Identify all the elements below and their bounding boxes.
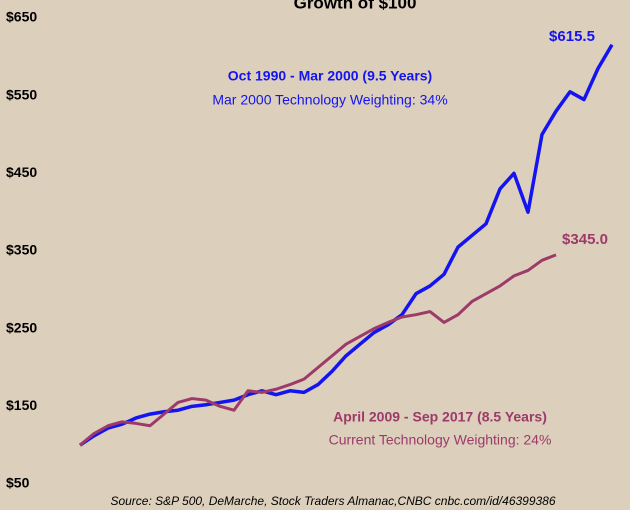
source-note: Source: S&P 500, DeMarche, Stock Traders…: [110, 494, 555, 508]
end-label: $345.0: [562, 231, 608, 248]
annotation: Mar 2000 Technology Weighting: 34%: [212, 92, 447, 108]
y-tick-label: $350: [6, 242, 37, 258]
legend-label: April 2009 - Sep 2017 (8.5 Years): [333, 409, 547, 425]
y-tick-label: $550: [6, 86, 37, 102]
y-tick-label: $50: [6, 475, 30, 491]
y-tick-label: $450: [6, 164, 37, 180]
y-tick-label: $150: [6, 397, 37, 413]
y-tick-label: $650: [6, 9, 37, 25]
chart-title: Growth of $100: [294, 0, 417, 12]
series-line: [79, 253, 557, 447]
legend-label: Oct 1990 - Mar 2000 (9.5 Years): [228, 68, 432, 84]
y-tick-label: $250: [6, 319, 37, 335]
end-label: $615.5: [549, 28, 595, 45]
annotation: Current Technology Weighting: 24%: [329, 432, 552, 448]
